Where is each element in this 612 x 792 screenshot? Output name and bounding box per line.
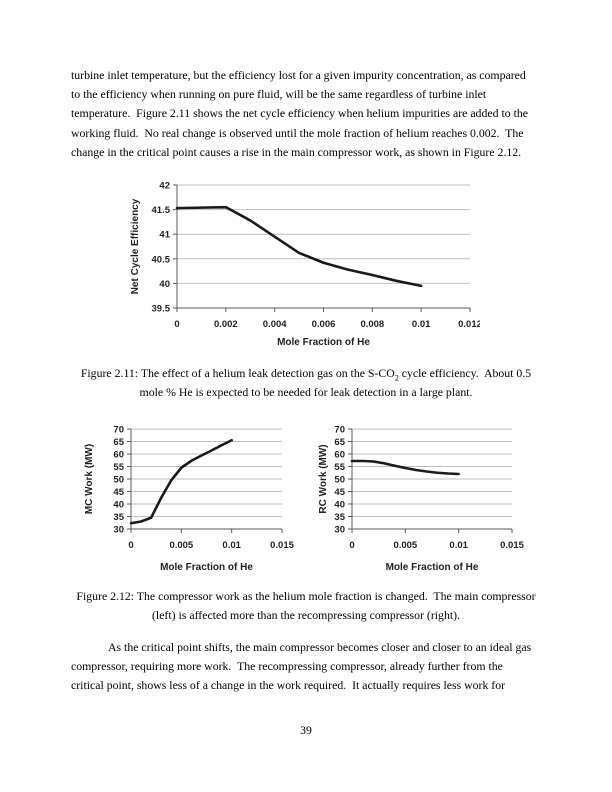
svg-text:RC Work (MW): RC Work (MW) [318, 444, 329, 513]
body-text-line: As the critical point shifts, the main c… [108, 640, 532, 654]
svg-text:40: 40 [159, 279, 170, 290]
figure-2-12-caption: Figure 2.12: The compressor work as the … [0, 587, 612, 625]
caption-line: Figure 2.12: The compressor work as the … [76, 589, 536, 603]
svg-text:39.5: 39.5 [152, 304, 171, 315]
figure-2-11-caption: Figure 2.11: The effect of a helium leak… [0, 364, 612, 402]
svg-text:0.01: 0.01 [222, 540, 241, 551]
svg-text:60: 60 [113, 450, 124, 461]
svg-text:35: 35 [113, 512, 124, 523]
svg-text:41.5: 41.5 [152, 205, 171, 216]
body-text-line: working fluid. No real change is observe… [71, 125, 524, 140]
paragraph-1: turbine inlet temperature, but the effic… [71, 66, 528, 162]
body-text-line: compressor, requiring more work. The rec… [71, 659, 503, 674]
svg-text:0.005: 0.005 [393, 540, 417, 551]
svg-text:30: 30 [334, 525, 345, 536]
svg-text:0.015: 0.015 [270, 540, 294, 551]
paragraph-2: As the critical point shifts, the main c… [71, 638, 531, 696]
svg-text:0.002: 0.002 [214, 319, 238, 330]
caption-text: Figure 2.11: The effect of a helium leak… [80, 366, 395, 380]
svg-text:0.004: 0.004 [263, 319, 287, 330]
body-text-line: change in the critical point causes a ri… [71, 144, 522, 159]
svg-text:40: 40 [113, 500, 124, 511]
svg-text:30: 30 [113, 525, 124, 536]
svg-text:35: 35 [334, 512, 345, 523]
svg-text:Mole Fraction of He: Mole Fraction of He [277, 337, 370, 348]
svg-text:0.01: 0.01 [412, 319, 431, 330]
svg-text:50: 50 [334, 475, 345, 486]
svg-text:65: 65 [334, 437, 345, 448]
svg-text:0.008: 0.008 [360, 319, 384, 330]
svg-text:70: 70 [113, 425, 124, 436]
svg-text:50: 50 [113, 475, 124, 486]
body-text-line: to the efficiency when running on pure f… [71, 87, 487, 102]
body-text-line: turbine inlet temperature, but the effic… [71, 68, 526, 82]
svg-text:55: 55 [334, 462, 345, 473]
svg-text:45: 45 [334, 487, 345, 498]
svg-text:40: 40 [334, 500, 345, 511]
svg-text:41: 41 [159, 230, 170, 241]
svg-text:0.006: 0.006 [312, 319, 336, 330]
svg-text:0: 0 [349, 540, 354, 551]
svg-text:60: 60 [334, 450, 345, 461]
subscript-2: 2 [394, 373, 399, 383]
page-number: 39 [300, 723, 312, 737]
body-text-line: temperature. Figure 2.11 shows the net c… [71, 106, 528, 121]
svg-text:0: 0 [128, 540, 133, 551]
svg-text:Mole Fraction of He: Mole Fraction of He [160, 562, 253, 573]
caption-line: mole % He is expected to be needed for l… [139, 385, 473, 400]
svg-text:42: 42 [159, 181, 170, 192]
svg-text:Net Cycle Efficiency: Net Cycle Efficiency [130, 198, 141, 294]
svg-text:0.005: 0.005 [169, 540, 193, 551]
caption-line: Figure 2.11: The effect of a helium leak… [0, 364, 612, 383]
caption-text: cycle efficiency. About 0.5 [398, 366, 532, 380]
svg-text:0: 0 [174, 319, 179, 330]
svg-text:0.012: 0.012 [458, 319, 480, 330]
svg-text:55: 55 [113, 462, 124, 473]
svg-text:MC Work (MW): MC Work (MW) [84, 444, 95, 514]
svg-text:65: 65 [113, 437, 124, 448]
svg-text:0.015: 0.015 [500, 540, 524, 551]
net-cycle-efficiency-chart: 39.5 40 40.5 41 41.5 42 0 0.002 0.004 0.006 0.008 0… [130, 181, 480, 349]
svg-text:40.5: 40.5 [152, 254, 171, 265]
svg-text:45: 45 [113, 487, 124, 498]
svg-text:0.01: 0.01 [449, 540, 468, 551]
body-text-line: critical point, shows less of a change i… [71, 678, 506, 693]
svg-text:70: 70 [334, 425, 345, 436]
caption-line: (left) is affected more than the recompr… [151, 608, 461, 623]
svg-text:Mole Fraction of He: Mole Fraction of He [386, 562, 479, 573]
